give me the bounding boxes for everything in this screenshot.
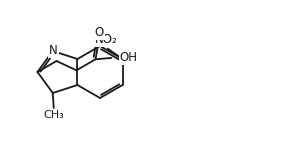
Text: O: O [94, 26, 103, 39]
Text: N: N [49, 44, 58, 57]
Text: NO₂: NO₂ [94, 33, 117, 46]
Text: CH₃: CH₃ [43, 110, 64, 120]
Text: OH: OH [120, 51, 137, 64]
